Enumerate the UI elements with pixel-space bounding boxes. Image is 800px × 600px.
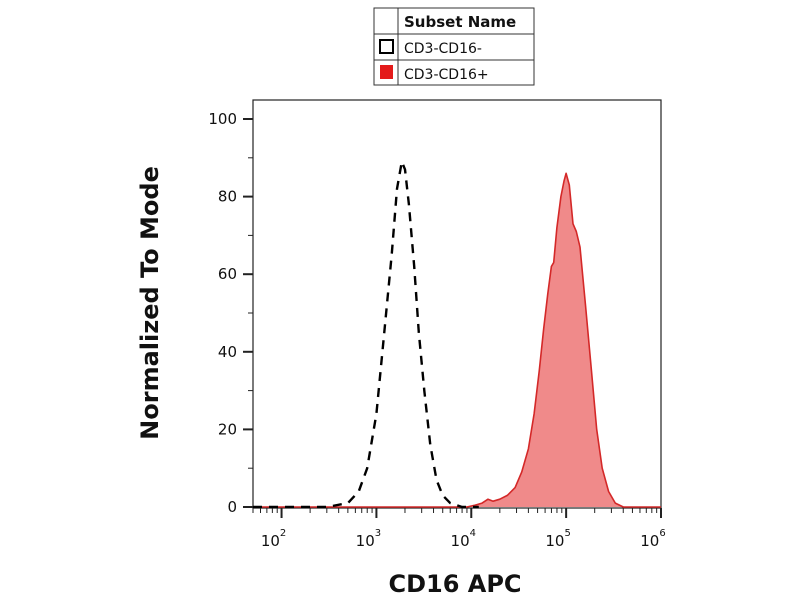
series-layer xyxy=(253,160,661,509)
legend-swatch-cd3-cd16-pos xyxy=(380,65,393,79)
x-axis-title: CD16 APC xyxy=(388,570,521,598)
x-tick-label-100000: 105 xyxy=(545,528,570,550)
x-tick-label-10000: 104 xyxy=(451,528,476,550)
y-tick-label-0: 0 xyxy=(227,498,237,516)
x-tick-label-1000: 103 xyxy=(356,528,381,550)
series-line-cd3-cd16-neg xyxy=(253,160,479,509)
legend-label-cd3-cd16-neg: CD3-CD16- xyxy=(404,41,482,57)
series-area-cd3-cd16-pos xyxy=(253,173,661,508)
y-tick-label-60: 60 xyxy=(218,265,237,283)
y-axis-title: Normalized To Mode xyxy=(136,166,164,440)
y-tick-label-80: 80 xyxy=(218,188,237,206)
y-tick-label-40: 40 xyxy=(218,343,237,361)
x-axis: 102 103 104 105 106 xyxy=(252,508,666,550)
y-tick-label-20: 20 xyxy=(218,420,237,438)
series-line-cd3-cd16-pos xyxy=(253,172,661,508)
x-tick-label-100: 102 xyxy=(261,528,286,550)
x-tick-label-1000000: 106 xyxy=(640,528,665,550)
y-axis: 0 20 40 60 80 100 xyxy=(208,110,253,516)
y-tick-label-100: 100 xyxy=(208,110,237,128)
legend-box xyxy=(373,7,535,86)
legend-label-cd3-cd16-pos: CD3-CD16+ xyxy=(404,67,489,83)
legend-swatch-cd3-cd16-neg xyxy=(379,39,394,54)
legend-header: Subset Name xyxy=(404,13,516,31)
legend: Subset Name CD3-CD16- CD3-CD16+ xyxy=(373,7,535,86)
